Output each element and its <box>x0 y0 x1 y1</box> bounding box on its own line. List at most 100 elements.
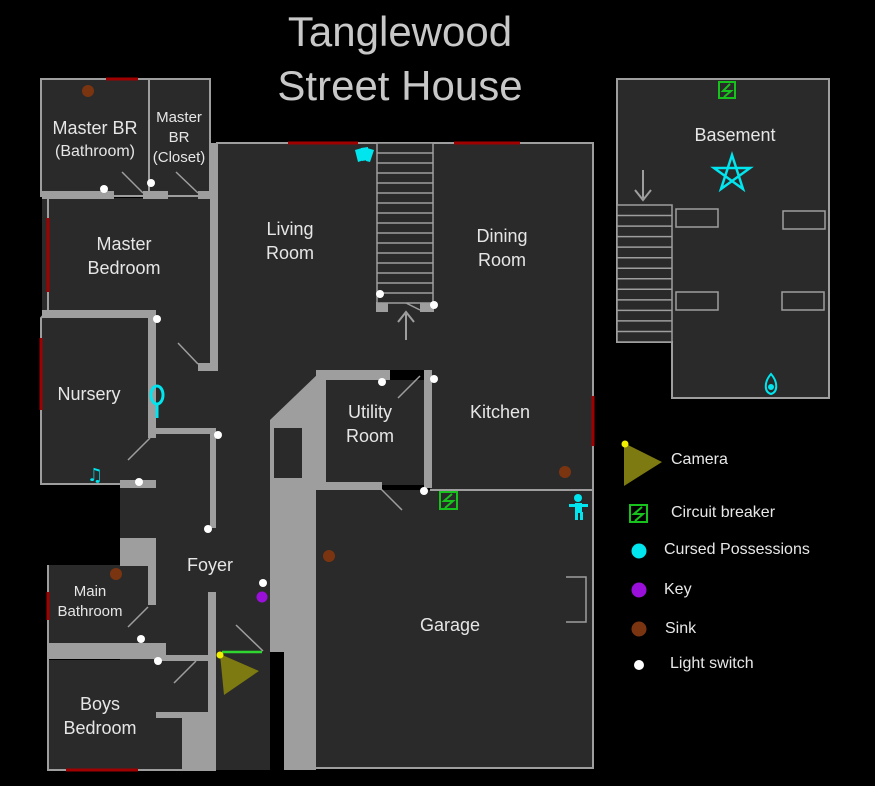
room-master-br-closet: Master BR (Closet) <box>153 108 206 168</box>
room-dining-room: Dining Room <box>476 224 527 272</box>
legend-item-cursed-possessions: Cursed Possessions <box>620 535 860 565</box>
room-garage: Garage <box>419 615 481 635</box>
wall-hall-corner <box>198 363 218 371</box>
room-nursery: Nursery <box>57 384 121 404</box>
floor-utility <box>322 380 428 485</box>
table <box>781 291 825 311</box>
wall-boys-east-stub <box>154 655 214 661</box>
door <box>127 606 149 628</box>
wall-utility-bottom <box>316 482 382 490</box>
room-name: Boys <box>79 694 121 714</box>
circuit-breaker-icon <box>439 491 458 510</box>
light-switch-dot <box>137 635 145 643</box>
room-utility-room: Utility Room <box>346 400 394 448</box>
floor-garage <box>316 490 593 768</box>
door <box>379 487 403 511</box>
room-master-br-bathroom: Master BR (Bathroom) <box>52 116 137 164</box>
sink-dot <box>323 550 335 562</box>
sink-dot <box>559 466 571 478</box>
room-name: Utility <box>347 402 392 422</box>
door <box>173 660 197 684</box>
table <box>782 210 826 230</box>
pentagram-icon <box>710 150 754 193</box>
wall-nursery-top <box>42 310 156 318</box>
room-foyer: Foyer <box>186 555 234 575</box>
wall-outline-sw <box>47 565 216 771</box>
wall-outline-closet <box>148 78 211 197</box>
map-title-line1: Tanglewood <box>287 8 513 55</box>
floor-master-br-bathroom <box>42 80 148 195</box>
cursed-possession-dot <box>631 543 647 559</box>
light-switch-dot <box>154 657 162 665</box>
arrows <box>397 170 652 340</box>
door <box>177 342 199 365</box>
legend-label: Cursed Possessions <box>664 541 810 558</box>
camera-icon <box>621 440 662 486</box>
door <box>127 437 151 461</box>
room-name: Bedroom <box>63 718 137 738</box>
up-arrow-icon <box>397 310 415 340</box>
legend-item-key: Key <box>620 575 860 605</box>
legend-item-camera: Camera <box>620 445 860 475</box>
room-name: Master BR <box>52 118 138 138</box>
mirror-icon <box>149 384 165 418</box>
circuit-breaker-icon <box>718 81 736 99</box>
music-box-icon: ♫ <box>87 465 103 486</box>
wall-utility-top <box>316 370 390 380</box>
key-dot <box>256 591 268 603</box>
sink-dot <box>110 568 122 580</box>
key-dot <box>631 582 647 598</box>
wall-utility-east <box>424 370 432 488</box>
wall-foyer-inner <box>210 428 216 528</box>
wall-foyer-top <box>150 428 216 434</box>
light-switches <box>100 179 438 665</box>
room-master-bedroom: Master Bedroom <box>87 232 160 280</box>
wall-foyer-west-stub <box>120 538 156 566</box>
wall-stair-bot-r <box>420 302 434 312</box>
room-name: BR <box>168 129 190 146</box>
light-switch-dot <box>214 431 222 439</box>
light-switch-dot <box>420 487 428 495</box>
map-title-line2: Street House <box>277 62 523 109</box>
basement-stairs <box>616 204 673 343</box>
sinks <box>82 85 571 580</box>
room-basement: Basement <box>694 125 776 145</box>
wall-hall-east <box>210 143 218 371</box>
legend-item-sink: Sink <box>620 614 860 644</box>
wall-boys-closet <box>182 714 216 770</box>
door <box>235 624 264 652</box>
circuit-breaker-icon <box>629 504 648 523</box>
foyer-closet-floor <box>274 428 302 478</box>
wall-garage-west-lower <box>284 652 316 770</box>
summoning-circle-icon <box>764 372 778 396</box>
legend-label: Sink <box>665 620 697 637</box>
light-switch-dot <box>100 185 108 193</box>
room-subname: (Bathroom) <box>54 143 136 160</box>
wall-main-bath-east <box>148 565 156 605</box>
legend-item-light-switch: Light switch <box>620 649 860 679</box>
legend-label: Circuit breaker <box>671 504 776 521</box>
legend-icons <box>621 440 662 670</box>
light-switch-dot <box>135 478 143 486</box>
voodoo-doll-icon <box>569 494 588 520</box>
door <box>175 171 199 194</box>
wall-hall-west <box>148 310 156 438</box>
room-main-bathroom: Main Bathroom <box>57 582 122 622</box>
legend-item-circuit-breaker: Circuit breaker <box>620 498 860 528</box>
room-name: Main <box>73 583 107 600</box>
light-switch-dot <box>259 579 267 587</box>
legend-label: Camera <box>671 451 728 468</box>
legend-label: Light switch <box>670 655 754 672</box>
room-name: Room <box>345 426 395 446</box>
room-name: Bedroom <box>87 258 161 278</box>
light-switch-dot <box>204 525 212 533</box>
light-switch-dot <box>430 375 438 383</box>
doors <box>121 171 421 684</box>
light-switch-dot <box>378 378 386 386</box>
room-subname: (Closet) <box>152 149 206 166</box>
floor-main-bathroom <box>48 565 150 643</box>
wall-boys-closet-top <box>156 712 216 718</box>
down-arrow-icon <box>634 170 652 202</box>
room-name: Living <box>266 219 314 239</box>
